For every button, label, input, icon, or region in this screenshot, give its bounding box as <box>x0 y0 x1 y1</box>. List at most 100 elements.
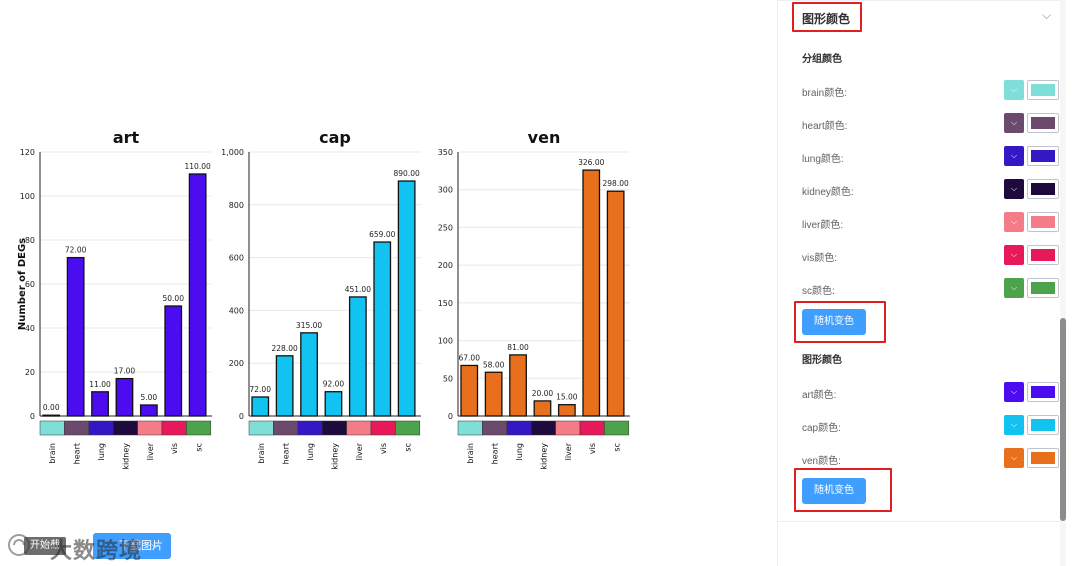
color-picker-button[interactable]: ⌵ <box>1004 80 1024 100</box>
color-value-field[interactable] <box>1027 382 1059 402</box>
x-category-label: sc <box>404 443 413 452</box>
color-picker-button[interactable]: ⌵ <box>1004 382 1024 402</box>
color-picker-button[interactable]: ⌵ <box>1004 278 1024 298</box>
start-capture-badge[interactable]: 开始截 <box>24 537 66 555</box>
color-value-field[interactable] <box>1027 212 1059 232</box>
group-color-strip-cell <box>273 420 299 436</box>
color-value-field[interactable] <box>1027 179 1059 199</box>
group-colors-title: 分组颜色 <box>802 54 842 65</box>
group-color-strip-cell <box>579 420 605 436</box>
chevron-down-icon: ⌵ <box>1010 118 1018 127</box>
color-value-field[interactable] <box>1027 415 1059 435</box>
color-value-field[interactable] <box>1027 146 1059 166</box>
group-color-strip-cell <box>321 420 347 436</box>
divider <box>778 521 1061 522</box>
bar <box>275 355 294 417</box>
bar <box>509 354 527 417</box>
color-row-label: liver颜色: <box>802 220 844 231</box>
bar <box>251 396 270 417</box>
group-color-strip-cell <box>112 420 138 436</box>
color-row-label: kidney颜色: <box>802 187 854 198</box>
bar-value-label: 110.00 <box>185 162 211 171</box>
y-tick-label: 250 <box>438 223 453 232</box>
color-picker-button[interactable]: ⌵ <box>1004 146 1024 166</box>
y-tick-label: 800 <box>229 201 244 210</box>
color-picker-button[interactable]: ⌵ <box>1004 448 1024 468</box>
bar-value-label: 17.00 <box>114 367 136 376</box>
color-row-label: ven颜色: <box>802 456 841 467</box>
x-category-label: vis <box>588 443 597 454</box>
chevron-down-icon: ⌵ <box>1010 420 1018 429</box>
charts-svg: art 0 20 40 60 80 100 120 Number of DEGs 0.00 72.0… <box>17 128 630 470</box>
bar-value-label: 20.00 <box>532 389 554 398</box>
x-category-label: sc <box>613 443 622 452</box>
download-button[interactable]: 下载图片 ⌵ <box>93 533 171 559</box>
y-tick-label: 40 <box>25 324 35 333</box>
y-tick-label: 350 <box>438 148 453 157</box>
y-tick-label: 0 <box>30 412 35 421</box>
color-value-field[interactable] <box>1027 80 1059 100</box>
color-picker-button[interactable]: ⌵ <box>1004 113 1024 133</box>
color-row-label: lung颜色: <box>802 154 844 165</box>
group-color-strip-cell <box>530 420 556 436</box>
color-row-label: vis颜色: <box>802 253 837 264</box>
chart-area: art 0 20 40 60 80 100 120 Number of DEGs 0.00 72.0… <box>17 128 630 470</box>
bar-value-label: 659.00 <box>369 230 395 239</box>
color-picker-button[interactable]: ⌵ <box>1004 179 1024 199</box>
x-category-label: liver <box>564 442 573 460</box>
bar-value-label: 298.00 <box>603 179 629 188</box>
color-value-field[interactable] <box>1027 245 1059 265</box>
y-tick-label: 80 <box>25 236 35 245</box>
group-color-strip-cell <box>506 420 532 436</box>
bar-value-label: 15.00 <box>556 393 578 402</box>
bar <box>397 180 416 417</box>
color-swatch <box>1031 183 1055 195</box>
scrollbar-thumb[interactable] <box>1060 318 1066 521</box>
y-tick-label: 150 <box>438 299 453 308</box>
bar <box>91 391 109 417</box>
group-color-strip-cell <box>395 420 421 436</box>
color-swatch <box>1031 150 1055 162</box>
x-category-label: heart <box>282 443 291 464</box>
x-category-label: liver <box>355 442 364 460</box>
color-picker-button[interactable]: ⌵ <box>1004 245 1024 265</box>
bar <box>373 241 392 417</box>
divider <box>778 0 1061 1</box>
color-picker-button[interactable]: ⌵ <box>1004 415 1024 435</box>
random-color-button[interactable]: 随机变色 <box>802 478 866 504</box>
x-category-label: brain <box>466 443 475 464</box>
bar-value-label: 67.00 <box>459 353 481 362</box>
x-category-label: vis <box>379 443 388 454</box>
group-color-strip-cell <box>39 420 65 436</box>
group-color-strip-cell <box>370 420 396 436</box>
highlight-box <box>794 468 892 512</box>
y-tick-label: 400 <box>229 306 244 315</box>
bar-value-label: 72.00 <box>250 385 272 394</box>
bar-value-label: 0.00 <box>43 403 60 412</box>
random-color-button[interactable]: 随机变色 <box>802 309 866 335</box>
color-value-field[interactable] <box>1027 113 1059 133</box>
y-tick-label: 20 <box>25 368 35 377</box>
color-swatch <box>1031 419 1055 431</box>
group-color-strip-cell <box>346 420 372 436</box>
collapse-header-title[interactable]: 图形颜色 <box>802 12 851 26</box>
color-value-field[interactable] <box>1027 278 1059 298</box>
chevron-down-icon: ⌵ <box>1010 250 1018 259</box>
bar <box>115 377 134 417</box>
bar <box>66 256 85 417</box>
x-category-label: lung <box>97 443 106 460</box>
chevron-down-icon: ⌵ <box>1010 283 1018 292</box>
chevron-down-icon[interactable]: ⌵ <box>1042 8 1052 22</box>
y-axis-title: Number of DEGs <box>17 238 28 330</box>
x-category-label: heart <box>73 443 82 464</box>
chevron-down-icon: ⌵ <box>1010 151 1018 160</box>
x-category-label: lung <box>306 443 315 460</box>
chevron-down-icon: ⌵ <box>1010 184 1018 193</box>
scrollbar-track[interactable] <box>1060 0 1066 566</box>
chevron-down-icon: ⌵ <box>1010 217 1018 226</box>
color-picker-button[interactable]: ⌵ <box>1004 212 1024 232</box>
y-tick-label: 120 <box>20 148 35 157</box>
color-value-field[interactable] <box>1027 448 1059 468</box>
color-swatch <box>1031 84 1055 96</box>
color-swatch <box>1031 282 1055 294</box>
